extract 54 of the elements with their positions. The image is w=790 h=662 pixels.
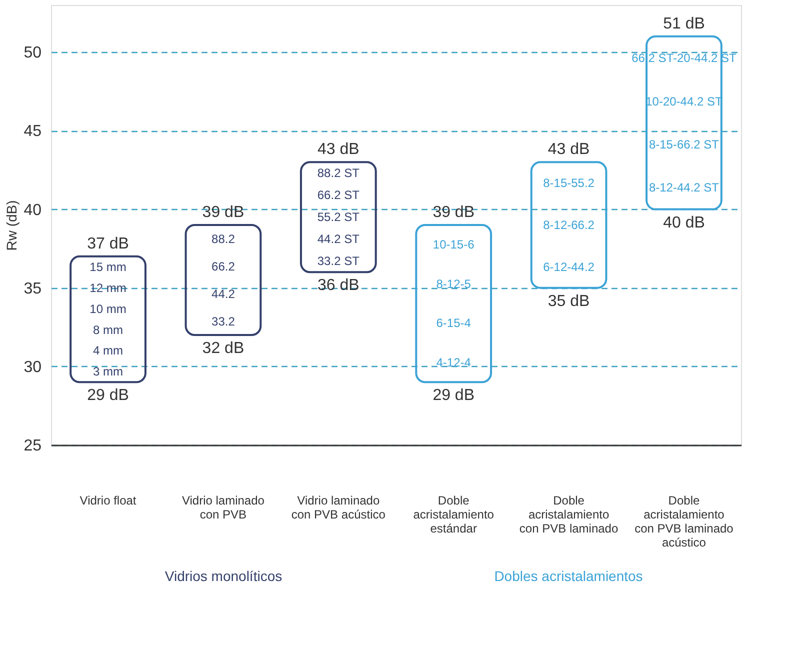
annotation: 8-12-66.2 [543, 218, 595, 232]
annotation: 37 dB [87, 235, 129, 252]
annotation: 66.2 ST [317, 188, 360, 202]
annotation: 35 dB [548, 292, 590, 310]
annotation: 40 dB [663, 214, 705, 232]
annotation: 8-12-44.2 ST [648, 180, 720, 195]
annotation: 8 mm [93, 322, 124, 337]
annotation: 6-12-44.2 [543, 260, 595, 274]
x-tick-label: Vidrio laminado con PVB [182, 494, 265, 522]
y-tick-label: 40 [24, 202, 42, 219]
bar [300, 161, 377, 274]
annotation: 66.2 [212, 259, 236, 274]
annotation: 12 mm [90, 280, 126, 295]
y-tick-label: 35 [24, 280, 42, 298]
bar [415, 224, 492, 384]
y-tick-label: 45 [24, 123, 42, 140]
y-tick-label: 30 [24, 358, 42, 376]
x-tick-label: Doble acristalamiento con PVB laminado [519, 494, 618, 536]
x-tick-label: Vidrio laminado con PVB acústico [291, 494, 386, 522]
bar [530, 161, 608, 289]
annotation: 88.2 [212, 232, 236, 246]
annotation: 43 dB [548, 141, 590, 158]
annotation: 29 dB [87, 387, 129, 404]
annotation: 4-12-4 [436, 356, 472, 370]
annotation: 44.2 ST [317, 232, 360, 246]
annotation: 3 mm [93, 364, 124, 379]
y-tick-label: 25 [24, 438, 42, 454]
annotation: 10-20-44.2 ST [646, 94, 723, 108]
annotation: 10 mm [90, 302, 126, 316]
annotation: 32 dB [202, 340, 244, 357]
annotation: 8-15-55.2 [543, 176, 595, 190]
annotation: 10-15-6 [432, 238, 475, 252]
annotation: 43 dB [318, 141, 360, 158]
bar [70, 255, 146, 384]
annotation: 88.2 ST [317, 166, 360, 180]
annotation: 4 mm [93, 344, 124, 358]
text: Dobles acristalamientos [494, 568, 643, 584]
x-tick-label: Doble acristalamiento con PVB laminado acústico [634, 494, 734, 550]
annotation: 51 dB [663, 15, 705, 32]
annotation: 33.2 [212, 314, 236, 328]
annotation: 15 mm [90, 260, 126, 274]
bar [184, 224, 262, 336]
text: Vidrios monolíticos [164, 568, 282, 584]
y-tick-label: 50 [24, 44, 42, 62]
annotation: 55.2 ST [317, 210, 360, 224]
y-axis-title: Rw (dB) [4, 200, 20, 251]
x-tick-label: Vidrio float [80, 494, 137, 508]
annotation: 8-12-5 [436, 276, 472, 291]
annotation: 33.2 ST [317, 254, 360, 268]
annotation: 29 dB [432, 387, 474, 404]
annotation: 44.2 [212, 286, 236, 301]
x-tick-label: Doble acristalamiento estándar [413, 494, 494, 536]
annotation: 6-15-4 [436, 316, 472, 330]
annotation: 8-15-66.2 ST [648, 137, 720, 152]
